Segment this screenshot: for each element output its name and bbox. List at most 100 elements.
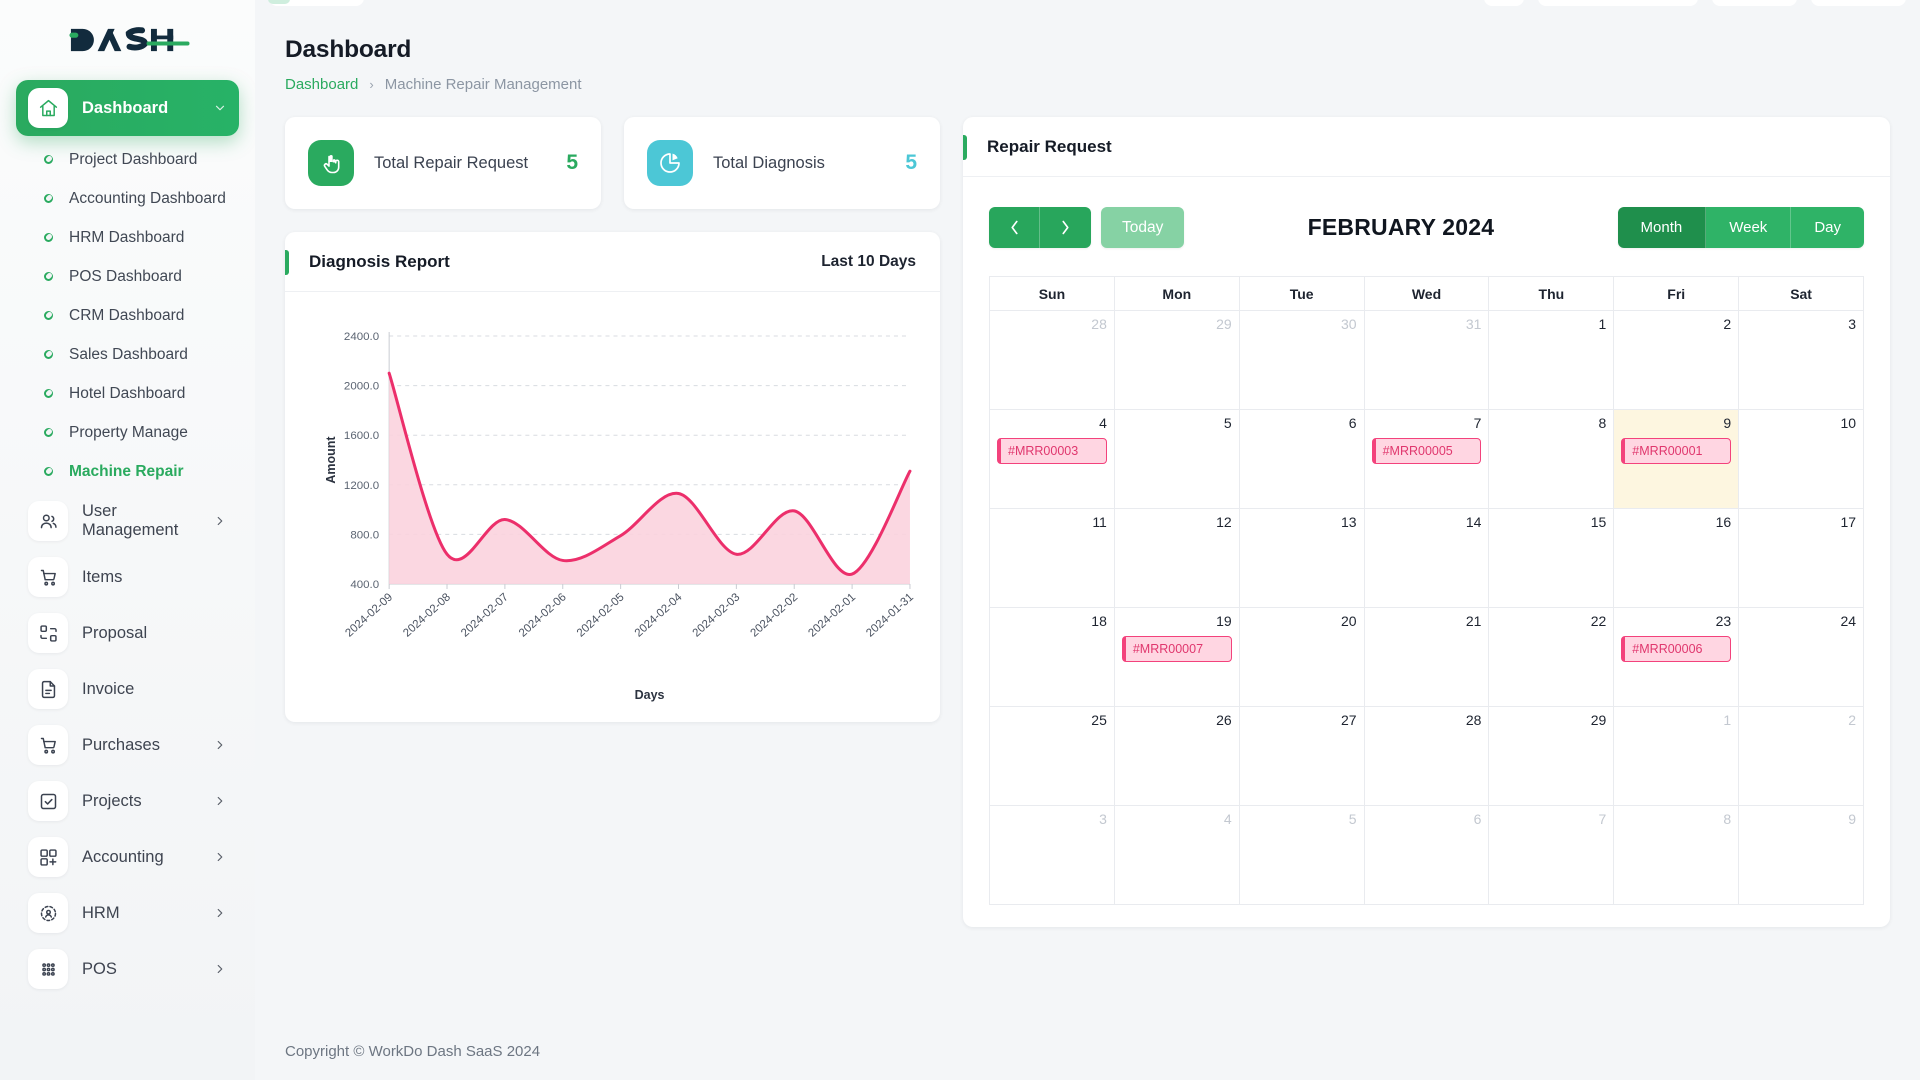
calendar-day-cell[interactable]: 2 bbox=[1614, 311, 1740, 410]
calendar-day-cell[interactable]: 10 bbox=[1739, 410, 1864, 509]
calendar-event[interactable]: #MRR00007 bbox=[1121, 636, 1232, 662]
calendar-day-cell[interactable]: 12 bbox=[1114, 509, 1240, 608]
calendar-today-button[interactable]: Today bbox=[1101, 207, 1185, 248]
calendar-day-cell[interactable]: 17 bbox=[1739, 509, 1864, 608]
breadcrumb-link-dashboard[interactable]: Dashboard bbox=[285, 76, 359, 93]
sidebar-subitem-hrm-dashboard[interactable]: HRM Dashboard bbox=[16, 218, 239, 257]
chart-y-tick-label: 2400.0 bbox=[344, 331, 379, 343]
calendar-event[interactable]: #MRR00006 bbox=[1621, 636, 1732, 662]
calendar-day-cell[interactable]: 31 bbox=[1364, 311, 1490, 410]
sidebar-subitem-sales-dashboard[interactable]: Sales Dashboard bbox=[16, 335, 239, 374]
calendar-day-cell[interactable]: 13 bbox=[1239, 509, 1365, 608]
calendar-event[interactable]: #MRR00001 bbox=[1621, 438, 1732, 464]
sidebar-item-purchases[interactable]: Purchases bbox=[16, 717, 239, 773]
calendar-day-cell[interactable]: 7 #MRR00005 bbox=[1364, 410, 1490, 509]
sidebar-item-invoice[interactable]: Invoice bbox=[16, 661, 239, 717]
sidebar-subitem-pos-dashboard[interactable]: POS Dashboard bbox=[16, 257, 239, 296]
sidebar-item-pos[interactable]: POS bbox=[16, 941, 239, 997]
top-navbar-strip bbox=[255, 0, 1920, 6]
sidebar-item-dashboard[interactable]: Dashboard bbox=[16, 80, 239, 136]
calendar-view-switcher: Month Week Day bbox=[1617, 207, 1864, 248]
stat-card-total-diagnosis[interactable]: Total Diagnosis 5 bbox=[624, 117, 940, 209]
calendar-day-cell[interactable]: 19 #MRR00007 bbox=[1114, 608, 1240, 707]
calendar-day-cell[interactable]: 16 bbox=[1614, 509, 1740, 608]
sidebar-item-items[interactable]: Items bbox=[16, 549, 239, 605]
calendar-day-cell[interactable]: 6 bbox=[1239, 410, 1365, 509]
topbar-lang-pill[interactable] bbox=[1712, 0, 1797, 6]
calendar-day-cell[interactable]: 14 bbox=[1364, 509, 1490, 608]
calendar-day-cell[interactable]: 28 bbox=[1364, 707, 1490, 806]
diagnosis-chart: 400.0 800.0 1200.0 1600.0 2000.0 2400.0 2024-0… bbox=[285, 292, 940, 720]
calendar-day-cell[interactable]: 5 bbox=[1114, 410, 1240, 509]
calendar-day-cell[interactable]: 7 bbox=[1489, 806, 1615, 905]
calendar-day-cell[interactable]: 24 bbox=[1739, 608, 1864, 707]
calendar-day-cell[interactable]: 9 bbox=[1739, 806, 1864, 905]
diagnosis-title: Diagnosis Report bbox=[309, 251, 450, 271]
chart-line bbox=[387, 371, 912, 576]
topbar-profile-pill[interactable] bbox=[1811, 0, 1906, 6]
sidebar-subitem-accounting-dashboard[interactable]: Accounting Dashboard bbox=[16, 179, 239, 218]
calendar-day-cell[interactable]: 20 bbox=[1239, 608, 1365, 707]
calendar-day-cell[interactable]: 4 #MRR00003 bbox=[990, 410, 1115, 509]
calendar-day-number: 31 bbox=[1465, 316, 1482, 332]
stat-card-total-repair-request[interactable]: Total Repair Request 5 bbox=[285, 117, 601, 209]
calendar-day-cell[interactable]: 3 bbox=[990, 806, 1115, 905]
calendar-day-cell[interactable]: 11 bbox=[990, 509, 1115, 608]
calendar-day-cell[interactable]: 2 bbox=[1739, 707, 1864, 806]
bullet-icon bbox=[44, 467, 53, 476]
calendar-day-number: 10 bbox=[1840, 415, 1857, 431]
calendar-day-cell[interactable]: 1 bbox=[1614, 707, 1740, 806]
calendar-day-cell[interactable]: 18 bbox=[990, 608, 1115, 707]
calendar-day-cell[interactable]: 29 bbox=[1489, 707, 1615, 806]
calendar-day-cell[interactable]: 3 bbox=[1739, 311, 1864, 410]
calendar-day-cell[interactable]: 9 #MRR00001 bbox=[1614, 410, 1740, 509]
calendar-day-cell[interactable]: 5 bbox=[1239, 806, 1365, 905]
sidebar-subitem-machine-repair[interactable]: Machine Repair bbox=[16, 452, 239, 491]
calendar-view-month[interactable]: Month bbox=[1617, 207, 1707, 248]
calendar-event[interactable]: #MRR00003 bbox=[997, 438, 1107, 464]
topbar-search-pill[interactable] bbox=[269, 0, 364, 6]
chart-x-tick-label: 2024-02-07 bbox=[459, 591, 511, 639]
sidebar-subitem-label: Machine Repair bbox=[69, 462, 184, 480]
sidebar-item-accounting[interactable]: Accounting bbox=[16, 829, 239, 885]
calendar-day-cell[interactable]: 4 bbox=[1114, 806, 1240, 905]
sidebar-subitem-hotel-dashboard[interactable]: Hotel Dashboard bbox=[16, 374, 239, 413]
calendar-event[interactable]: #MRR00005 bbox=[1371, 438, 1482, 464]
topbar-icon-pill[interactable] bbox=[1484, 0, 1524, 6]
sidebar-item-projects[interactable]: Projects bbox=[16, 773, 239, 829]
sidebar-subitem-property-manage[interactable]: Property Manage bbox=[16, 413, 239, 452]
sidebar-subitem-crm-dashboard[interactable]: CRM Dashboard bbox=[16, 296, 239, 335]
calendar-day-cell[interactable]: 8 bbox=[1614, 806, 1740, 905]
calendar-day-cell[interactable]: 30 bbox=[1239, 311, 1365, 410]
calendar-prev-button[interactable] bbox=[989, 207, 1040, 248]
sidebar-item-proposal[interactable]: Proposal bbox=[16, 605, 239, 661]
sidebar-subitem-project-dashboard[interactable]: Project Dashboard bbox=[16, 140, 239, 179]
calendar-day-cell[interactable]: 6 bbox=[1364, 806, 1490, 905]
breadcrumb-current: Machine Repair Management bbox=[384, 76, 582, 93]
calendar-day-cell[interactable]: 26 bbox=[1114, 707, 1240, 806]
calendar-day-cell[interactable]: 8 bbox=[1489, 410, 1615, 509]
calendar-day-number: 27 bbox=[1341, 712, 1357, 728]
breadcrumb: Dashboard › Machine Repair Management bbox=[285, 76, 1920, 93]
calendar-week-row: 28 29 30 31 1 2 3 bbox=[990, 311, 1864, 410]
calendar-day-cell[interactable]: 22 bbox=[1489, 608, 1615, 707]
calendar-day-cell[interactable]: 1 bbox=[1489, 311, 1615, 410]
calendar-view-week[interactable]: Week bbox=[1706, 207, 1792, 248]
calendar-day-cell[interactable]: 23 #MRR00006 bbox=[1614, 608, 1740, 707]
chart-y-tick-label: 400.0 bbox=[350, 579, 379, 591]
calendar-day-cell[interactable]: 28 bbox=[990, 311, 1115, 410]
topbar-menu-pill[interactable] bbox=[1538, 0, 1698, 6]
calendar-week-row: 25 26 27 28 29 1 2 bbox=[990, 707, 1864, 806]
app-logo[interactable] bbox=[0, 0, 255, 80]
calendar-day-cell[interactable]: 15 bbox=[1489, 509, 1615, 608]
sidebar-item-hrm[interactable]: HRM bbox=[16, 885, 239, 941]
calendar-day-cell[interactable]: 21 bbox=[1364, 608, 1490, 707]
calendar-day-cell[interactable]: 27 bbox=[1239, 707, 1365, 806]
calendar-day-number: 11 bbox=[1092, 514, 1107, 530]
sidebar-item-user-management[interactable]: User Management bbox=[16, 493, 239, 549]
calendar-view-day[interactable]: Day bbox=[1791, 207, 1864, 248]
calendar-day-cell[interactable]: 29 bbox=[1114, 311, 1240, 410]
page-header: Dashboard Dashboard › Machine Repair Man… bbox=[255, 0, 1920, 93]
calendar-day-cell[interactable]: 25 bbox=[990, 707, 1115, 806]
calendar-next-button[interactable] bbox=[1040, 207, 1091, 248]
